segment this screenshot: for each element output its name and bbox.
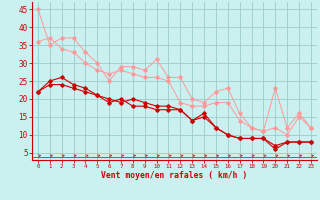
X-axis label: Vent moyen/en rafales ( km/h ): Vent moyen/en rafales ( km/h ) (101, 171, 248, 180)
